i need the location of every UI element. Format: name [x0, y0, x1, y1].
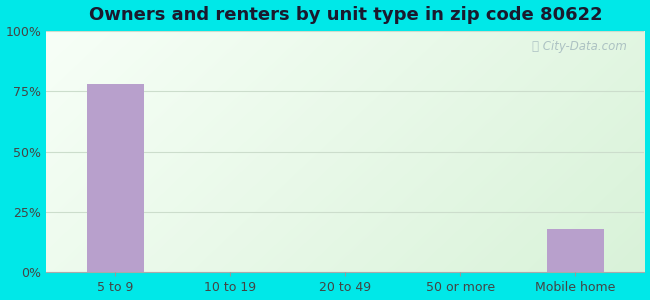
Text: ⓘ City-Data.com: ⓘ City-Data.com — [532, 40, 627, 53]
Bar — [86, 84, 144, 272]
Title: Owners and renters by unit type in zip code 80622: Owners and renters by unit type in zip c… — [88, 6, 602, 24]
Bar — [547, 229, 604, 272]
